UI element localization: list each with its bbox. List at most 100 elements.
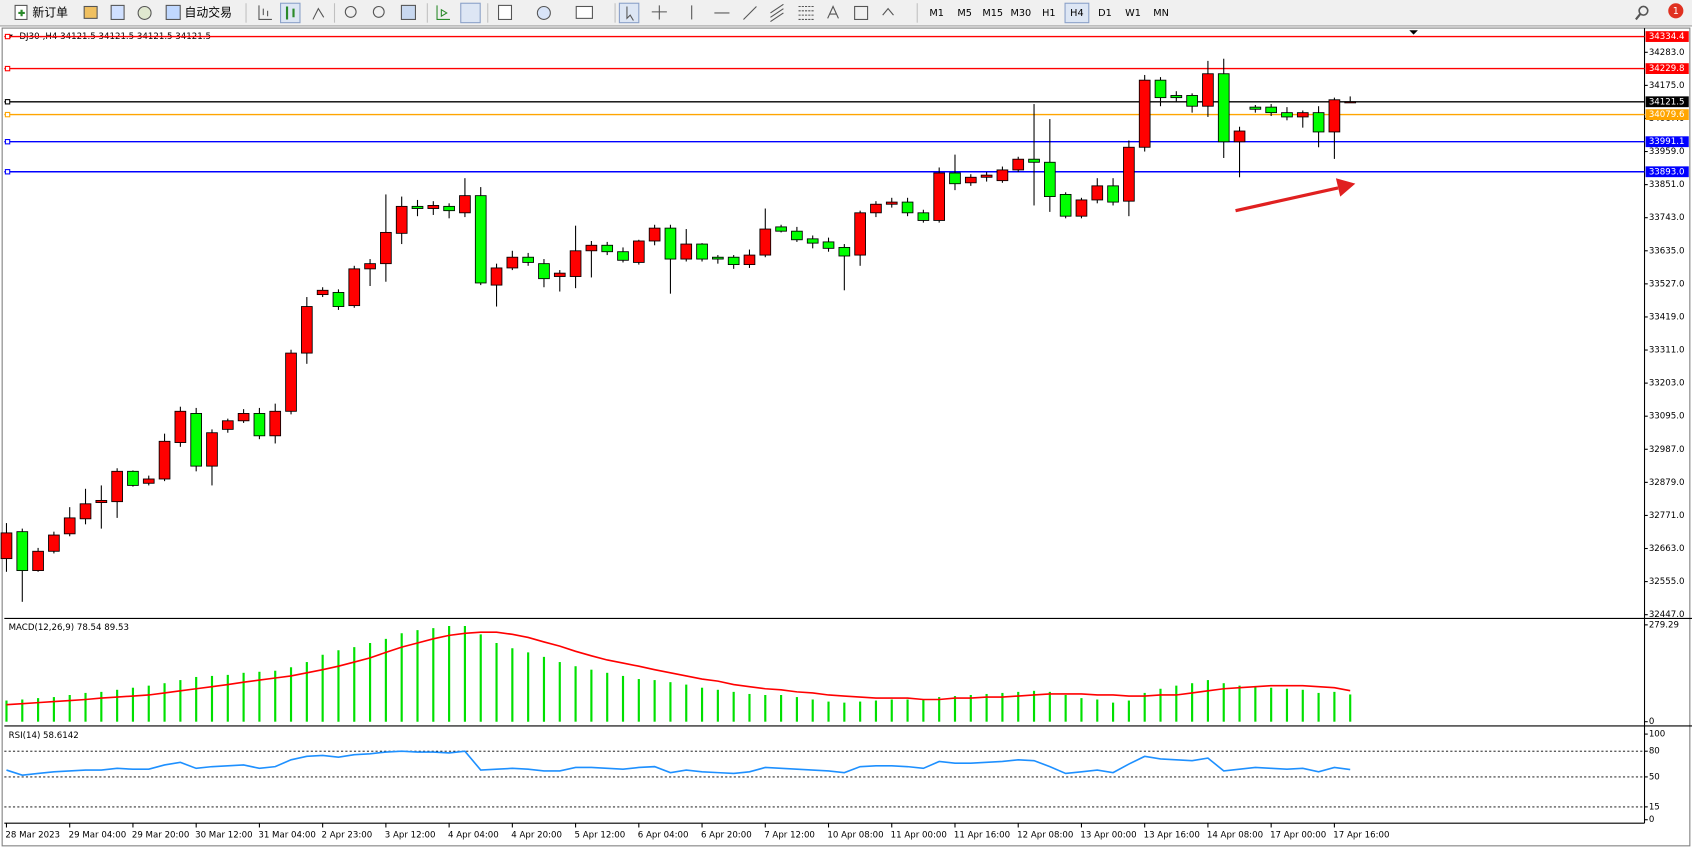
candle-body [443,205,455,212]
rsi-line [6,750,1351,777]
candle-body [648,227,661,242]
candle-body [1186,95,1198,107]
timeframe-button[interactable]: H4 [1070,8,1083,19]
candle-body [459,195,471,214]
candle-body [411,205,424,209]
x-tick-label: 4 Apr 20:00 [511,831,562,841]
icon[interactable] [312,7,325,20]
timeframe-button[interactable]: D1 [1098,8,1112,19]
new-order-label[interactable]: 新订单 [32,5,68,19]
icon[interactable] [83,5,98,19]
icon[interactable] [436,5,450,20]
candle-body [1091,185,1104,201]
period-icon[interactable] [536,5,551,20]
y-tick-label: 34283.0 [1649,48,1685,58]
active-timeframe[interactable] [1064,2,1090,24]
candle-body [32,550,44,572]
candle-body [1012,158,1025,171]
candle-body [1075,199,1088,217]
y-tick-label: 33743.0 [1649,213,1685,223]
level-marker [4,65,11,72]
candle-body [1123,146,1135,202]
icon[interactable] [400,4,416,20]
candle-body [285,352,297,412]
annotation-arrow [1235,178,1356,213]
icon[interactable] [258,5,272,20]
y-tick-label: 33311.0 [1649,346,1685,356]
y-tick-label: 33419.0 [1649,312,1685,322]
level-marker [4,111,11,118]
y-tick-label: 32663.0 [1649,544,1685,554]
x-tick-label: 6 Apr 20:00 [701,831,752,841]
candle-body [664,227,677,260]
level-label-box [1645,166,1689,178]
timeframe-button[interactable]: MN [1153,8,1169,19]
y-tick-label: 33095.0 [1649,412,1685,422]
x-tick-label: 13 Apr 16:00 [1144,831,1200,841]
candle-body [474,195,487,284]
crosshair-icon[interactable] [651,5,667,20]
icon[interactable] [280,2,301,24]
text-icon[interactable] [827,5,839,19]
signal-line [6,631,1351,706]
candle-body [174,410,187,443]
zoom-out-icon[interactable] [372,5,385,18]
y-tick-label: 100 [1649,730,1665,740]
level-marker [4,99,11,105]
y-tick-label: 32987.0 [1649,445,1685,455]
candle-body [427,205,440,209]
candle-body [1202,73,1214,107]
x-tick-label: 10 Apr 08:00 [827,831,883,841]
chart-shift-marker [1409,30,1418,35]
x-tick-label: 3 Apr 12:00 [385,831,436,841]
icon[interactable] [460,2,481,24]
candle-body [727,256,740,266]
template-icon[interactable] [575,5,593,19]
y-tick-label: 33527.0 [1649,279,1685,289]
candle-body [632,240,645,263]
timeframe-button[interactable]: M30 [1010,8,1031,19]
channel-icon[interactable] [770,3,784,23]
y-tick-label: 34175.0 [1649,81,1685,91]
label-icon[interactable] [854,5,869,20]
plus-icon [18,9,25,17]
trendline-icon[interactable] [743,6,757,20]
auto-trading-icon[interactable] [165,4,181,20]
candle-body [237,413,250,422]
search-handle [1635,13,1642,21]
auto-trading-label[interactable]: 自动交易 [185,5,232,19]
cursor-icon[interactable] [618,2,640,24]
timeframe-button[interactable]: H1 [1042,8,1055,19]
y-tick-label: 33635.0 [1649,246,1685,256]
notification-badge[interactable] [1668,3,1684,19]
level-marker [4,33,11,40]
search-icon[interactable] [1638,5,1649,16]
icon [285,6,295,20]
candle-body [806,238,819,244]
candle-body [775,226,787,232]
candle-body [522,256,534,263]
candle-body [917,212,930,221]
y-tick-label: 32879.0 [1649,478,1685,488]
indicator-icon[interactable] [497,4,513,20]
candle-body [158,440,171,480]
y-tick-label: 0 [1649,717,1654,727]
arrow-icon[interactable] [882,7,894,16]
level-label-box [1645,63,1689,74]
candle-body [348,268,361,307]
icon[interactable] [137,5,152,20]
icon[interactable] [110,4,125,20]
notification-count: 1 [1673,6,1679,17]
timeframe-button[interactable]: W1 [1125,8,1141,19]
timeframe-button[interactable]: M5 [957,8,972,19]
arrow-head [1335,178,1356,197]
candle-body [885,201,898,205]
timeframe-button[interactable]: M15 [982,8,1003,19]
y-tick-label: 32771.0 [1649,511,1685,521]
macd-title: MACD(12,26,9) 78.54 89.53 [9,623,129,633]
candle-body [63,517,76,535]
fibo-icon[interactable] [798,5,814,20]
candle-body [1044,161,1056,198]
timeframe-button[interactable]: M1 [929,8,944,19]
zoom-in-icon[interactable] [344,5,357,18]
